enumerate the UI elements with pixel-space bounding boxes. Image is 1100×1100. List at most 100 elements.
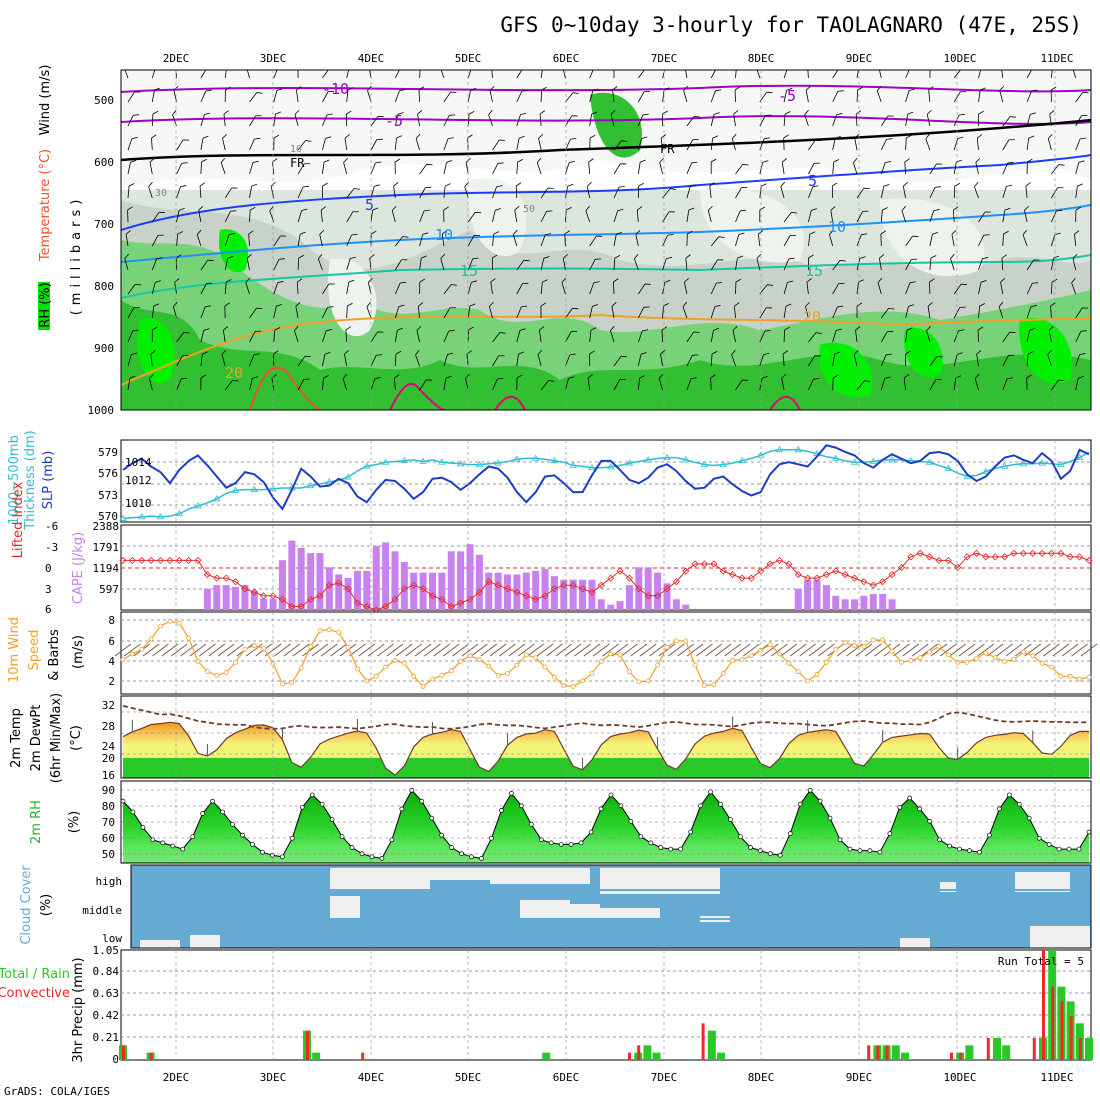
thickness-marker [400, 456, 409, 464]
thickness-marker [194, 502, 202, 509]
wind-barb-icon [1048, 326, 1054, 343]
wind-barb-icon [976, 350, 982, 367]
precip-convective-bar [959, 1052, 963, 1060]
wind-speed-marker [852, 643, 857, 648]
isotherm-label: 15 [460, 262, 478, 280]
wind-barb-icon [443, 114, 456, 127]
rh-marker [668, 846, 674, 852]
wind-barb-icon [224, 380, 239, 391]
wind-speed-marker [336, 630, 342, 635]
wind-barb-icon [200, 112, 211, 127]
surface-wind-barb-icon [583, 643, 601, 657]
pressure-tick-label: 800 [94, 280, 114, 293]
wind-barb-icon [660, 350, 666, 367]
cape-bar [616, 601, 624, 610]
wind-barb-icon [637, 375, 646, 391]
wind-barb-icon [1002, 139, 1015, 151]
wind-barb-icon [905, 304, 915, 319]
wind-barb-icon [613, 186, 625, 199]
wind-barb-icon [808, 162, 820, 175]
precip-total-bar [891, 1045, 900, 1060]
wind-barb-icon [488, 109, 493, 127]
thickness-marker [888, 456, 896, 463]
rh-marker [319, 801, 325, 807]
wind-barb-icon [540, 233, 552, 247]
wind-barb-icon [808, 332, 822, 343]
cape-bar [532, 570, 540, 610]
wind-speed-marker [645, 678, 651, 684]
wind-speed-marker [223, 670, 229, 675]
wind-speed-marker [655, 662, 660, 668]
wind-speed-marker [458, 658, 464, 664]
wind-barb-icon [856, 380, 871, 391]
lifted-index-marker [466, 595, 474, 603]
lifted-index-marker [625, 574, 634, 582]
top-date-label: 2DEC [163, 52, 190, 65]
wind-barb-icon [905, 350, 911, 366]
wind-barb-icon [245, 277, 250, 295]
wind-barb-icon [540, 187, 554, 199]
wind-barb-icon [710, 374, 716, 391]
wind-barb-icon [516, 90, 528, 103]
wind-barb-icon [856, 187, 870, 199]
wind-barb-icon [343, 157, 348, 175]
wind-barb-icon [1026, 259, 1040, 271]
wind-barb-icon [735, 232, 745, 247]
thickness-marker [231, 486, 240, 493]
lifted-index-marker [860, 578, 868, 586]
wind-speed-marker [767, 642, 773, 648]
cape-bar [851, 599, 859, 610]
wind-barb-icon [929, 255, 937, 271]
wind-barb-icon [709, 182, 715, 199]
lifted-index-marker [428, 592, 437, 600]
wind-barb-icon [561, 277, 567, 295]
lifted-index-marker [588, 588, 596, 596]
wind-barb-icon [419, 186, 432, 199]
surface-wind-barb-icon [790, 643, 807, 657]
rh-marker [1056, 846, 1062, 852]
wind-barb-icon [684, 277, 689, 295]
wind-barb-icon [492, 208, 501, 223]
rh-marker [648, 840, 654, 846]
wind-barb-icon [346, 87, 354, 103]
wind-barb-icon [735, 278, 742, 295]
wind-barb-icon [876, 85, 882, 103]
wind-barb-icon [1075, 137, 1087, 151]
cape-bar [363, 570, 371, 610]
precip-total-bar [312, 1052, 321, 1060]
rh-field [121, 70, 1091, 410]
thickness-marker [119, 514, 127, 521]
wind-speed-marker [1020, 649, 1026, 655]
wind-barb-icon [880, 331, 894, 343]
wind-barb-icon [1051, 70, 1054, 79]
top-date-label: 7DEC [651, 52, 678, 65]
lifted-index-marker [316, 592, 324, 600]
lifted-index-marker [203, 571, 211, 579]
bottom-date-label: 3DEC [260, 1071, 287, 1084]
precip-convective-bar [867, 1045, 871, 1060]
wind-speed-marker [167, 618, 173, 624]
precip-total-bar [965, 1045, 974, 1060]
wind-speed-marker [345, 645, 351, 650]
cape-bar [813, 579, 821, 610]
cape-tick: 1791 [93, 541, 120, 554]
lifted-index-marker [297, 602, 305, 611]
cloud-level-label: high [96, 875, 123, 888]
surface-wind-barb-icon [349, 643, 366, 657]
wind-barb-icon [200, 305, 212, 319]
wind-barb-icon [905, 88, 915, 103]
wind-barb-icon [127, 329, 139, 343]
cape-bar [597, 599, 605, 610]
isotherm-label: 10 [435, 226, 453, 244]
top-date-label: 5DEC [455, 52, 482, 65]
cape-tick: 2388 [93, 520, 120, 533]
wind-barb-icon [832, 70, 840, 79]
cape-bar [213, 585, 221, 610]
lifted-index-marker [766, 560, 774, 568]
wind-barb-icon [149, 158, 155, 175]
wind-barb-icon [929, 379, 942, 391]
precip-tick: 0.21 [93, 1031, 120, 1044]
wind-barb-icon [1026, 282, 1039, 295]
wind-barb-icon [200, 351, 208, 367]
wind-barb-icon [1022, 229, 1028, 247]
